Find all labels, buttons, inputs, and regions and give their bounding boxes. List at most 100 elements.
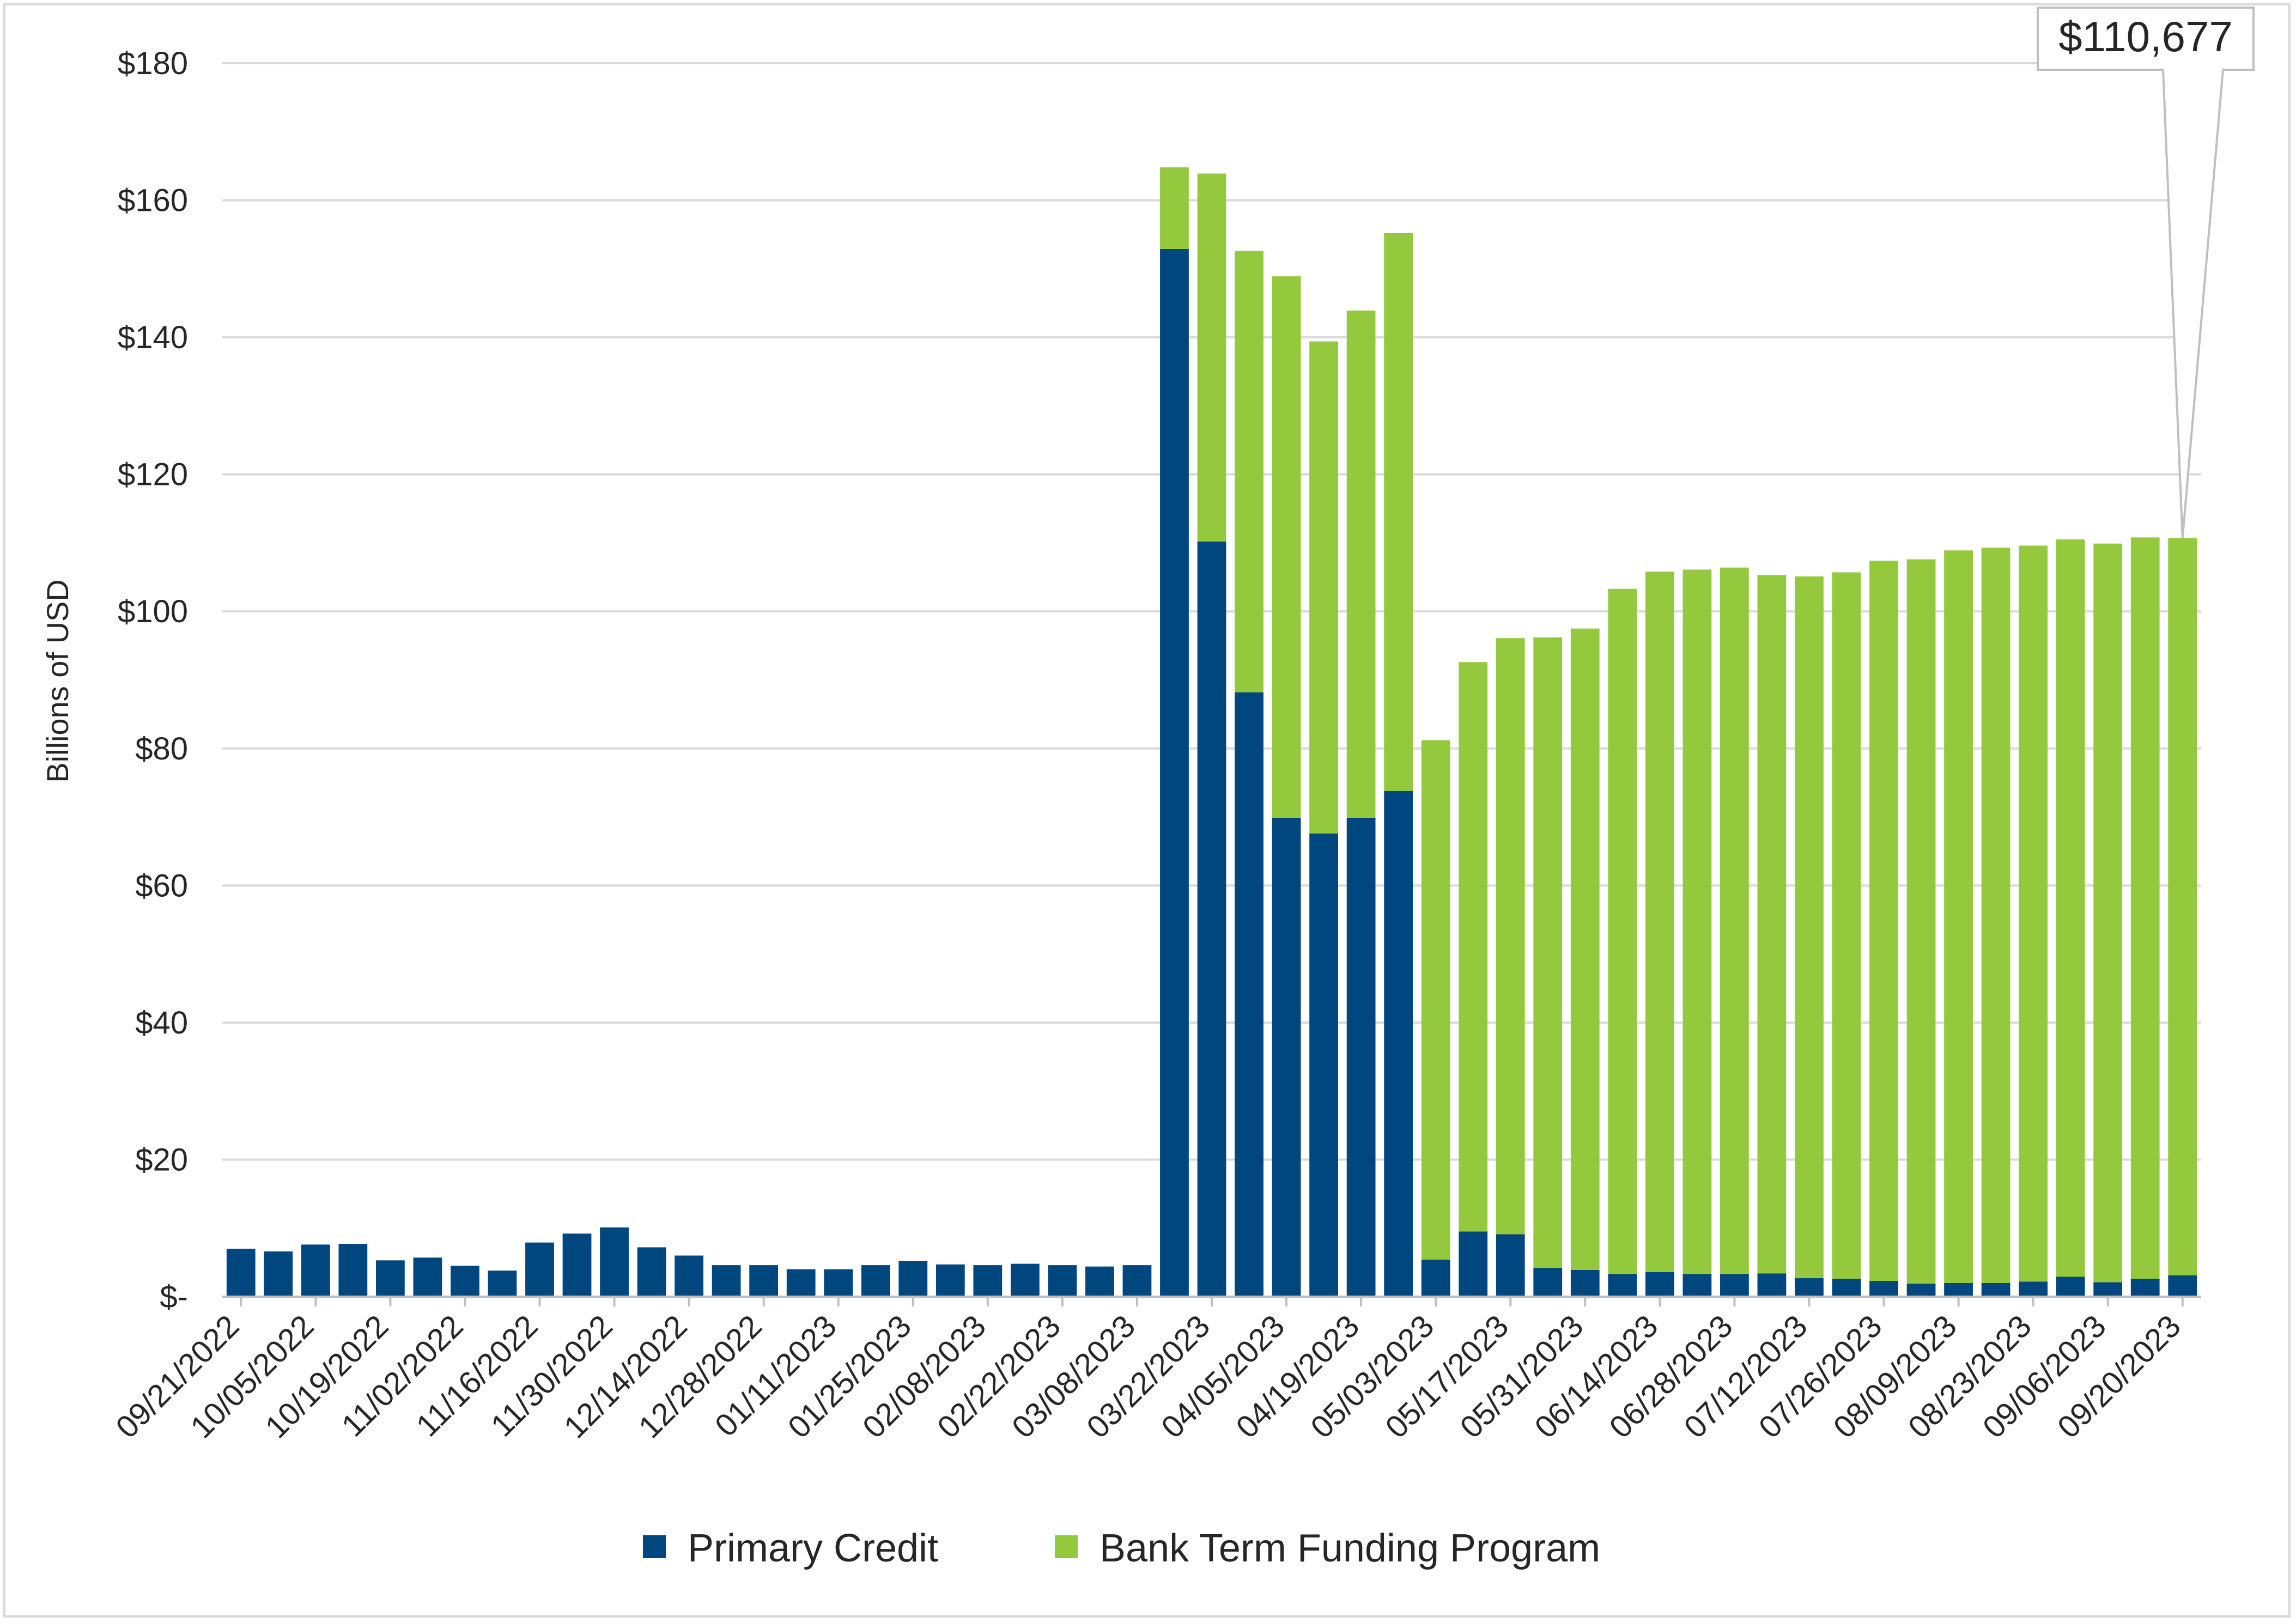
bar-primary-credit <box>2093 1282 2123 1297</box>
bar-primary-credit <box>1608 1274 1637 1297</box>
bar-primary-credit <box>1160 248 1189 1297</box>
callout-label: $110,677 <box>2058 13 2233 60</box>
bar-primary-credit <box>1459 1231 1488 1297</box>
bar-primary-credit <box>562 1233 592 1297</box>
bar-primary-credit <box>712 1265 741 1297</box>
callout: $110,677 <box>2037 7 2255 538</box>
bar-primary-credit <box>1757 1273 1787 1297</box>
bar-primary-credit <box>2019 1281 2048 1297</box>
bar-btfp <box>1160 167 1189 249</box>
bar-btfp <box>1421 740 1450 1260</box>
bar-primary-credit <box>525 1242 554 1297</box>
bar-btfp <box>2019 545 2048 1282</box>
y-tick-label: $140 <box>118 320 188 355</box>
bar-primary-credit <box>1682 1274 1712 1297</box>
bar-primary-credit <box>1645 1272 1674 1297</box>
bar-primary-credit <box>1122 1265 1152 1297</box>
bar-primary-credit <box>1832 1279 1861 1297</box>
y-tick-label: $180 <box>118 46 188 81</box>
bar-btfp <box>1608 588 1637 1274</box>
bar-btfp <box>1309 341 1338 834</box>
bar-primary-credit <box>861 1265 890 1297</box>
bar-primary-credit <box>2056 1276 2085 1297</box>
bar-primary-credit <box>786 1269 816 1297</box>
bars <box>226 167 2197 1297</box>
bar-btfp <box>1832 572 1861 1279</box>
bar-primary-credit <box>1048 1265 1077 1297</box>
bar-primary-credit <box>1309 833 1338 1297</box>
y-tick-label: $80 <box>135 731 188 767</box>
bar-btfp <box>1235 251 1264 692</box>
bar-btfp <box>1459 662 1488 1232</box>
bar-primary-credit <box>1533 1268 1563 1297</box>
y-axis-label: Billions of USD <box>40 579 75 782</box>
bar-btfp <box>1682 569 1712 1274</box>
bar-primary-credit <box>600 1227 629 1297</box>
bar-primary-credit <box>375 1260 405 1297</box>
bar-btfp <box>1272 276 1301 818</box>
bar-primary-credit <box>1272 817 1301 1297</box>
y-tick-label: $40 <box>135 1005 188 1041</box>
legend: Primary Credit Bank Term Funding Program <box>643 1527 1600 1570</box>
legend-label-btfp: Bank Term Funding Program <box>1100 1527 1600 1570</box>
bar-primary-credit <box>824 1269 853 1297</box>
bar-btfp <box>2056 539 2085 1277</box>
bar-btfp <box>1944 550 1973 1283</box>
bar-primary-credit <box>936 1264 965 1297</box>
bar-primary-credit <box>1010 1263 1040 1297</box>
bar-primary-credit <box>675 1255 703 1297</box>
y-tick-label: $- <box>160 1279 188 1315</box>
bar-primary-credit <box>973 1265 1003 1297</box>
bar-primary-credit <box>264 1251 293 1297</box>
bar-btfp <box>1795 576 1824 1279</box>
bar-btfp <box>1906 559 1936 1284</box>
bar-btfp <box>1869 561 1898 1281</box>
bar-primary-credit <box>1869 1281 1898 1297</box>
bar-primary-credit <box>413 1257 442 1297</box>
bar-primary-credit <box>1906 1284 1936 1297</box>
bar-btfp <box>1496 638 1525 1235</box>
bar-primary-credit <box>1346 817 1376 1297</box>
bar-primary-credit <box>1197 541 1226 1297</box>
bar-primary-credit <box>1795 1278 1824 1297</box>
x-axis-tick-labels: 09/21/202210/05/202210/19/202211/02/2022… <box>109 1308 2188 1445</box>
bar-primary-credit <box>1981 1282 2010 1297</box>
bar-primary-credit <box>1235 692 1264 1297</box>
bar-btfp <box>1570 628 1600 1270</box>
y-tick-label: $160 <box>118 183 188 218</box>
bar-primary-credit <box>226 1248 256 1297</box>
bar-btfp <box>1757 575 1787 1274</box>
bar-btfp <box>2093 543 2123 1282</box>
y-tick-label: $120 <box>118 457 188 493</box>
bar-primary-credit <box>451 1266 479 1297</box>
bar-primary-credit <box>637 1247 666 1297</box>
bar-primary-credit <box>749 1265 779 1297</box>
legend-swatch-primary-credit <box>643 1535 666 1558</box>
bar-btfp <box>1346 311 1376 818</box>
bar-primary-credit <box>1085 1266 1114 1297</box>
bar-primary-credit <box>1384 791 1413 1297</box>
bar-btfp <box>2168 538 2197 1276</box>
y-tick-label: $20 <box>135 1142 188 1177</box>
bar-primary-credit <box>301 1244 330 1297</box>
bar-primary-credit <box>1421 1260 1450 1297</box>
bar-btfp <box>1197 173 1226 542</box>
bar-primary-credit <box>2130 1279 2160 1297</box>
bar-primary-credit <box>898 1261 928 1297</box>
bar-btfp <box>1981 548 2010 1283</box>
x-axis-ticks <box>240 1297 2184 1306</box>
bar-primary-credit <box>338 1244 368 1297</box>
y-tick-label: $100 <box>118 594 188 629</box>
bar-primary-credit <box>1570 1269 1600 1297</box>
legend-swatch-btfp <box>1055 1535 1078 1558</box>
callout-box <box>2037 7 2255 538</box>
bar-primary-credit <box>2168 1275 2197 1297</box>
bar-primary-credit <box>1496 1234 1525 1297</box>
bar-btfp <box>1384 233 1413 791</box>
bar-primary-credit <box>1944 1282 1973 1297</box>
bar-btfp <box>1645 572 1674 1272</box>
bar-primary-credit <box>1720 1274 1749 1297</box>
bar-btfp <box>1533 637 1563 1268</box>
bar-btfp <box>1720 567 1749 1274</box>
